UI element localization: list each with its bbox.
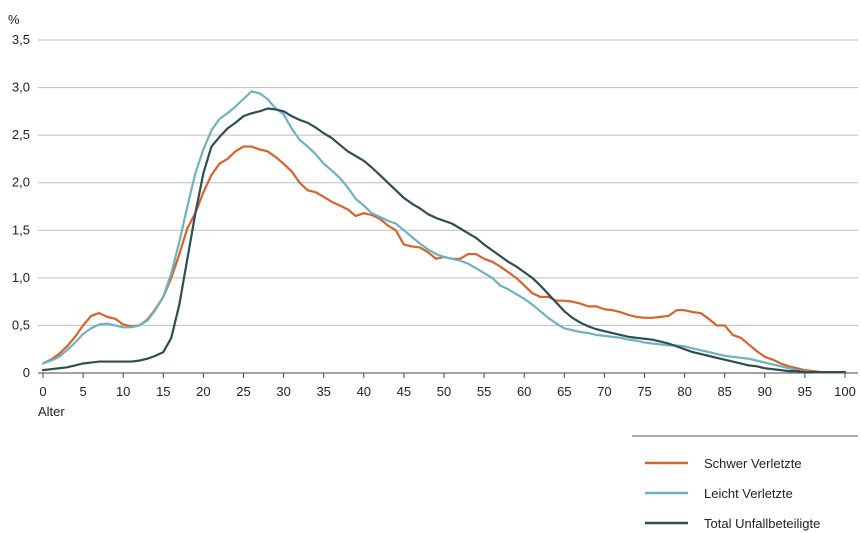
x-tick-label: 95 — [798, 384, 812, 399]
x-tick-label: 35 — [316, 384, 330, 399]
x-tick-label: 85 — [717, 384, 731, 399]
legend-label: Leicht Verletzte — [704, 486, 793, 501]
x-tick-label: 55 — [477, 384, 491, 399]
x-tick-label: 100 — [834, 384, 856, 399]
legend-label: Total Unfallbeteiligte — [704, 516, 820, 531]
x-tick-label: 30 — [276, 384, 290, 399]
x-tick-label: 10 — [116, 384, 130, 399]
x-tick-label: 45 — [397, 384, 411, 399]
y-axis-ticks: 0 0,5 1,0 1,5 2,0 2,5 3,0 3,5 — [12, 32, 30, 380]
y-axis-label: % — [8, 12, 20, 27]
series-line-1 — [41, 145, 847, 374]
legend-label: Schwer Verletzte — [704, 456, 802, 471]
x-tick-label: 40 — [357, 384, 371, 399]
legend: Schwer Verletzte Leicht Verletzte Total Un… — [645, 456, 820, 531]
x-tick-label: 90 — [758, 384, 772, 399]
x-tick-label: 50 — [437, 384, 451, 399]
x-axis-ticks: 0 5 10 15 20 25 30 35 40 45 50 55 60 65 70 75 80 85 90 95 10… — [39, 373, 856, 399]
gridlines — [38, 39, 858, 374]
y-tick-label: 2,5 — [12, 127, 30, 142]
y-tick-label: 3,5 — [12, 32, 30, 47]
series-line-2 — [41, 90, 847, 374]
y-tick-label: 1,5 — [12, 222, 30, 237]
x-tick-label: 5 — [79, 384, 86, 399]
y-tick-label: 3,0 — [12, 80, 30, 95]
y-tick-label: 0,5 — [12, 317, 30, 332]
y-tick-label: 1,0 — [12, 270, 30, 285]
x-tick-label: 25 — [236, 384, 250, 399]
x-tick-label: 0 — [39, 384, 46, 399]
y-tick-label: 2,0 — [12, 175, 30, 190]
x-axis-label: Alter — [38, 404, 65, 419]
series-line-3 — [41, 107, 847, 374]
x-tick-label: 70 — [597, 384, 611, 399]
x-tick-label: 60 — [517, 384, 531, 399]
y-tick-label: 0 — [23, 365, 30, 380]
series-lines — [41, 90, 847, 374]
x-tick-label: 75 — [637, 384, 651, 399]
x-tick-label: 20 — [196, 384, 210, 399]
x-tick-label: 65 — [557, 384, 571, 399]
x-tick-label: 80 — [677, 384, 691, 399]
x-tick-label: 15 — [156, 384, 170, 399]
